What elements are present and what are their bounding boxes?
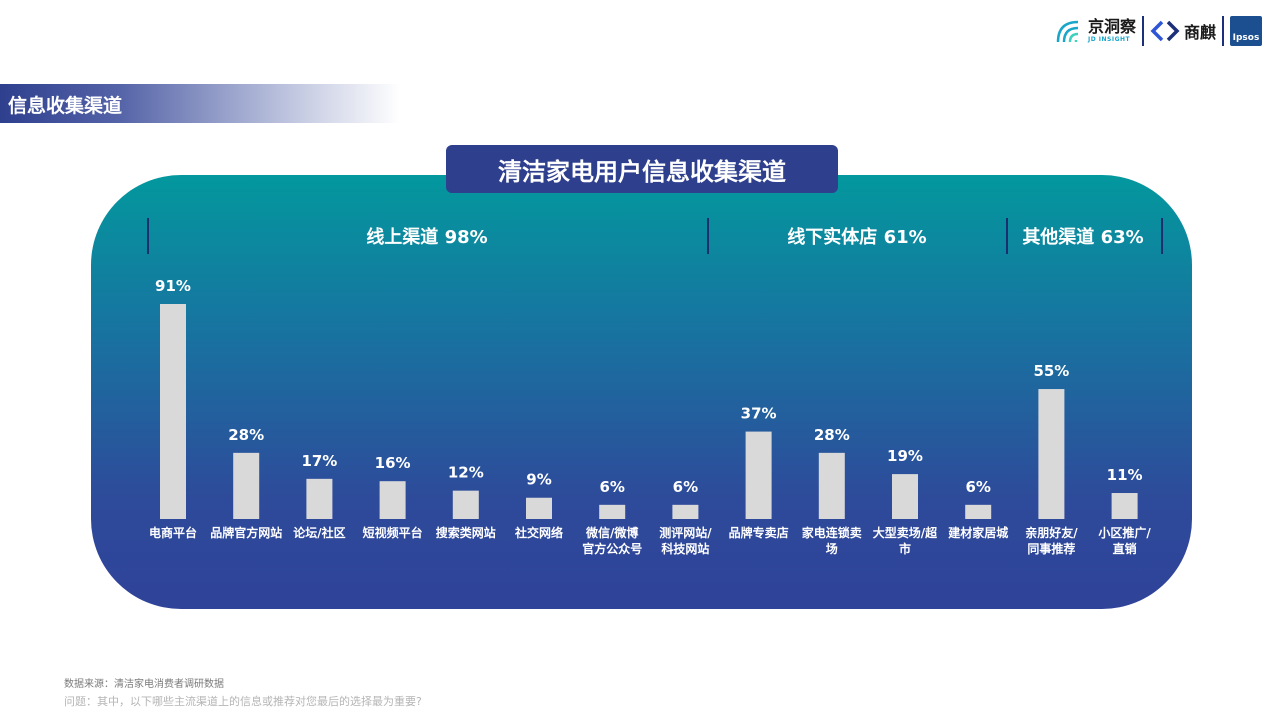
data-label: 19% (887, 447, 923, 465)
data-label: 16% (375, 454, 411, 472)
bar (160, 304, 186, 519)
logo-group: 京洞察 JD INSIGHT 商麒 Ipsos (1056, 14, 1262, 48)
group-label: 线下实体店 61% (787, 226, 926, 248)
shangqi-icon (1150, 20, 1180, 42)
data-label: 17% (301, 452, 337, 470)
jd-insight-icon (1056, 20, 1079, 43)
shangqi-name: 商麒 (1183, 23, 1216, 42)
bar (526, 497, 552, 519)
section-title: 信息收集渠道 (8, 95, 123, 117)
category-label: 市 (899, 541, 911, 556)
chart-title: 清洁家电用户信息收集渠道 (498, 157, 786, 186)
group-label: 线上渠道 98% (366, 226, 487, 248)
category-label: 同事推荐 (1027, 541, 1075, 556)
bar (892, 474, 918, 519)
chart-panel (91, 175, 1192, 609)
data-label: 11% (1107, 466, 1143, 484)
data-label: 6% (599, 478, 624, 496)
category-label: 亲朋好友/ (1025, 525, 1078, 540)
bar (1111, 493, 1138, 519)
data-label: 12% (448, 464, 484, 482)
category-label: 测评网站/ (659, 525, 712, 540)
bar (599, 504, 626, 519)
group-label: 其他渠道 63% (1022, 226, 1143, 248)
ipsos-logo: Ipsos (1230, 16, 1262, 46)
data-label: 28% (228, 426, 264, 444)
category-label: 场 (826, 542, 838, 556)
category-label: 科技网站 (661, 541, 709, 556)
bar (965, 504, 992, 519)
category-label: 论坛/社区 (293, 525, 345, 540)
bar (818, 452, 845, 519)
bar (1038, 389, 1065, 519)
bar (233, 452, 260, 519)
jd-insight-subname: JD INSIGHT (1087, 36, 1131, 43)
bar (745, 431, 772, 519)
category-label: 短视频平台 (363, 525, 423, 540)
chart-title-box: 清洁家电用户信息收集渠道 (446, 145, 838, 193)
logo-divider (1141, 16, 1144, 46)
category-label: 搜索类网站 (436, 525, 496, 540)
data-label: 37% (741, 405, 777, 423)
category-label: 建材家居城 (947, 525, 1008, 540)
data-source-note: 数据来源：清洁家电消费者调研数据 (64, 679, 224, 690)
data-label: 28% (814, 426, 850, 444)
data-label: 6% (673, 478, 698, 496)
data-label: 6% (965, 478, 990, 496)
data-label: 91% (155, 277, 191, 295)
section-header-bar (0, 84, 400, 123)
bar (452, 490, 479, 519)
category-label: 大型卖场/超 (873, 525, 938, 540)
category-label: 官方公众号 (582, 541, 642, 556)
category-label: 小区推广/ (1098, 525, 1151, 540)
category-label: 直销 (1113, 541, 1137, 556)
data-label: 55% (1033, 362, 1069, 380)
bar (379, 481, 406, 519)
bar (306, 478, 333, 519)
survey-question-note: 问题：其中，以下哪些主流渠道上的信息或推荐对您最后的选择最为重要? (64, 695, 422, 708)
jd-insight-logo: 京洞察 JD INSIGHT (1056, 18, 1136, 44)
logo-divider (1222, 16, 1224, 46)
category-label: 社交网络 (514, 525, 563, 540)
category-label: 家电连锁卖 (802, 525, 862, 540)
category-label: 微信/微博 (585, 525, 638, 540)
category-label: 品牌官方网站 (210, 525, 282, 540)
category-label: 品牌专卖店 (729, 525, 789, 540)
data-label: 9% (526, 471, 551, 489)
category-label: 电商平台 (149, 525, 197, 540)
jd-insight-name: 京洞察 (1087, 17, 1136, 36)
bar (672, 504, 699, 519)
